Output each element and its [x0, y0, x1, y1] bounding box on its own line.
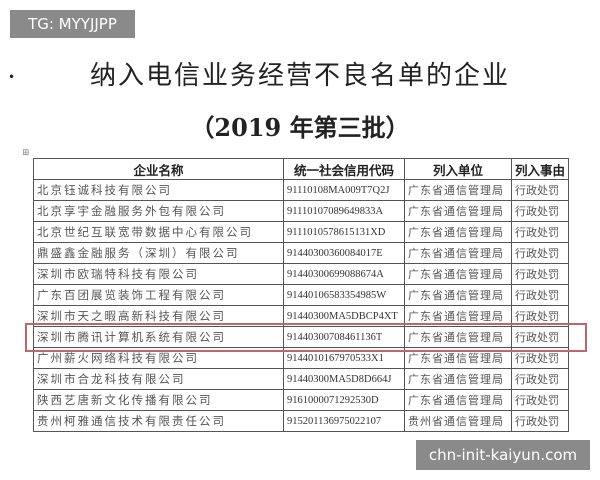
cell-unit: 广东省通信管理局 — [404, 200, 512, 222]
table-row: 深圳市合龙科技有限公司 91440300MA5D8D664J 广东省通信管理局 行政处… — [33, 368, 570, 390]
cell-reason: 行政处罚 — [510, 284, 570, 306]
watermark: chn-init-kaiyun.com — [416, 440, 590, 470]
highlight-box — [25, 323, 587, 352]
cell-name: 北京钰诚科技有限公司 — [33, 179, 284, 201]
table-row: 深圳市欧瑞特科技有限公司 91440300699088674A 广东省通信管理局 行政… — [33, 263, 570, 285]
cell-reason: 行政处罚 — [510, 326, 570, 348]
cell-code: 91440106583354985W — [283, 284, 405, 306]
cell-unit: 广东省通信管理局 — [404, 263, 512, 285]
cell-name: 深圳市合龙科技有限公司 — [33, 368, 284, 390]
cell-name: 广东百团展览装饰工程有限公司 — [33, 284, 284, 306]
cell-name: 鼎盛鑫金融服务（深圳）有限公司 — [33, 242, 284, 264]
blacklist-table: 企业名称 统一社会信用代码 列入单位 列入事由 北京钰诚科技有限公司 911101… — [33, 158, 570, 432]
cell-code: 91110108MA009T7Q2J — [283, 179, 405, 201]
document-title: 纳入电信业务经营不良名单的企业 — [89, 61, 510, 91]
cell-name: 陕西艺唐新文化传播有限公司 — [33, 389, 284, 411]
cell-code: 91440300360084017E — [283, 242, 405, 264]
cell-reason: 行政处罚 — [510, 179, 570, 201]
table-row: 深圳市腾讯计算机系统有限公司 91440300708461136T 广东省通信管理局… — [33, 326, 570, 348]
cell-reason: 行政处罚 — [510, 410, 570, 432]
table-row: 广东百团展览装饰工程有限公司 91440106583354985W 广东省通信管理局… — [33, 284, 570, 306]
cell-code: 911101070896498​33A — [283, 200, 405, 222]
cell-reason: 行政处罚 — [510, 242, 570, 264]
table-row: 北京享宇金融服务外包有限公司 911101070896498​33A 广东省通信管理… — [33, 200, 570, 222]
cell-unit: 广东省通信管理局 — [404, 179, 512, 201]
cell-unit: 广东省通信管理局 — [404, 368, 512, 390]
cell-unit: 广东省通信管理局 — [404, 242, 512, 264]
cell-code: 91610000712925​30D — [283, 389, 405, 411]
table-row: 鼎盛鑫金融服务（深圳）有限公司 91440300360084017E 广东省通信管理… — [33, 242, 570, 264]
cell-reason: 行政处罚 — [510, 200, 570, 222]
cell-unit: 贵州省通信管理局 — [404, 410, 512, 432]
cell-name: 北京享宇金融服务外包有限公司 — [33, 200, 284, 222]
cell-unit: 广东省通信管理局 — [404, 305, 512, 327]
cell-name: 深圳市腾讯计算机系统有限公司 — [33, 326, 284, 348]
header-name: 企业名称 — [33, 158, 284, 180]
cell-name: 北京世纪互联宽带数据中心有限公司 — [33, 221, 284, 243]
bullet: • — [8, 70, 16, 84]
cell-name: 深圳市欧瑞特科技有限公司 — [33, 263, 284, 285]
cell-name: 贵州柯雅通信技术有限责任公司 — [33, 410, 284, 432]
header-code: 统一社会信用代码 — [283, 158, 405, 180]
document-subtitle: （2019 年第三批） — [190, 113, 410, 142]
table-row: 北京世纪互联宽带数据中心有限公司 91110105786151​31XD 广东省通信… — [33, 221, 570, 243]
cell-unit: 广东省通信管理局 — [404, 221, 512, 243]
table-row: 贵州柯雅通信技术有限责任公司 91520113697502​2107 贵州省通信管理… — [33, 410, 570, 432]
cell-unit: 广东省通信管理局 — [404, 284, 512, 306]
table-header-row: 企业名称 统一社会信用代码 列入单位 列入事由 — [33, 158, 570, 180]
cell-reason: 行政处罚 — [510, 368, 570, 390]
cell-name: 广州薪火网络科技有限公司 — [33, 347, 284, 369]
cell-code: 91440300MA5D8D664J — [283, 368, 405, 390]
table-row: 陕西艺唐新文化传播有限公司 91610000712925​30D 广东省通信管理局行… — [33, 389, 570, 411]
table-row: 广州薪火网络科技有限公司 91440101679705​33X1 广东省通信管理局行… — [33, 347, 570, 369]
tg-badge: TG: MYYJJPP — [10, 10, 135, 38]
cell-reason: 行政处罚 — [510, 263, 570, 285]
cell-code: 91440300699088674A — [283, 263, 405, 285]
cell-reason: 行政处罚 — [510, 389, 570, 411]
cell-unit: 广东省通信管理局 — [404, 347, 512, 369]
table-row: 北京钰诚科技有限公司 91110108MA009T7Q2J 广东省通信管理局 行政处罚 — [33, 179, 570, 201]
cell-code: 91110105786151​31XD — [283, 221, 405, 243]
cell-code: 91520113697502​2107 — [283, 410, 405, 432]
header-unit: 列入单位 — [404, 158, 512, 180]
cell-reason: 行政处罚 — [510, 221, 570, 243]
cell-unit: 广东省通信管理局 — [404, 389, 512, 411]
cell-reason: 行政处罚 — [510, 347, 570, 369]
table-anchor-icon: ⊞ — [22, 148, 30, 158]
header-reason: 列入事由 — [510, 158, 570, 180]
